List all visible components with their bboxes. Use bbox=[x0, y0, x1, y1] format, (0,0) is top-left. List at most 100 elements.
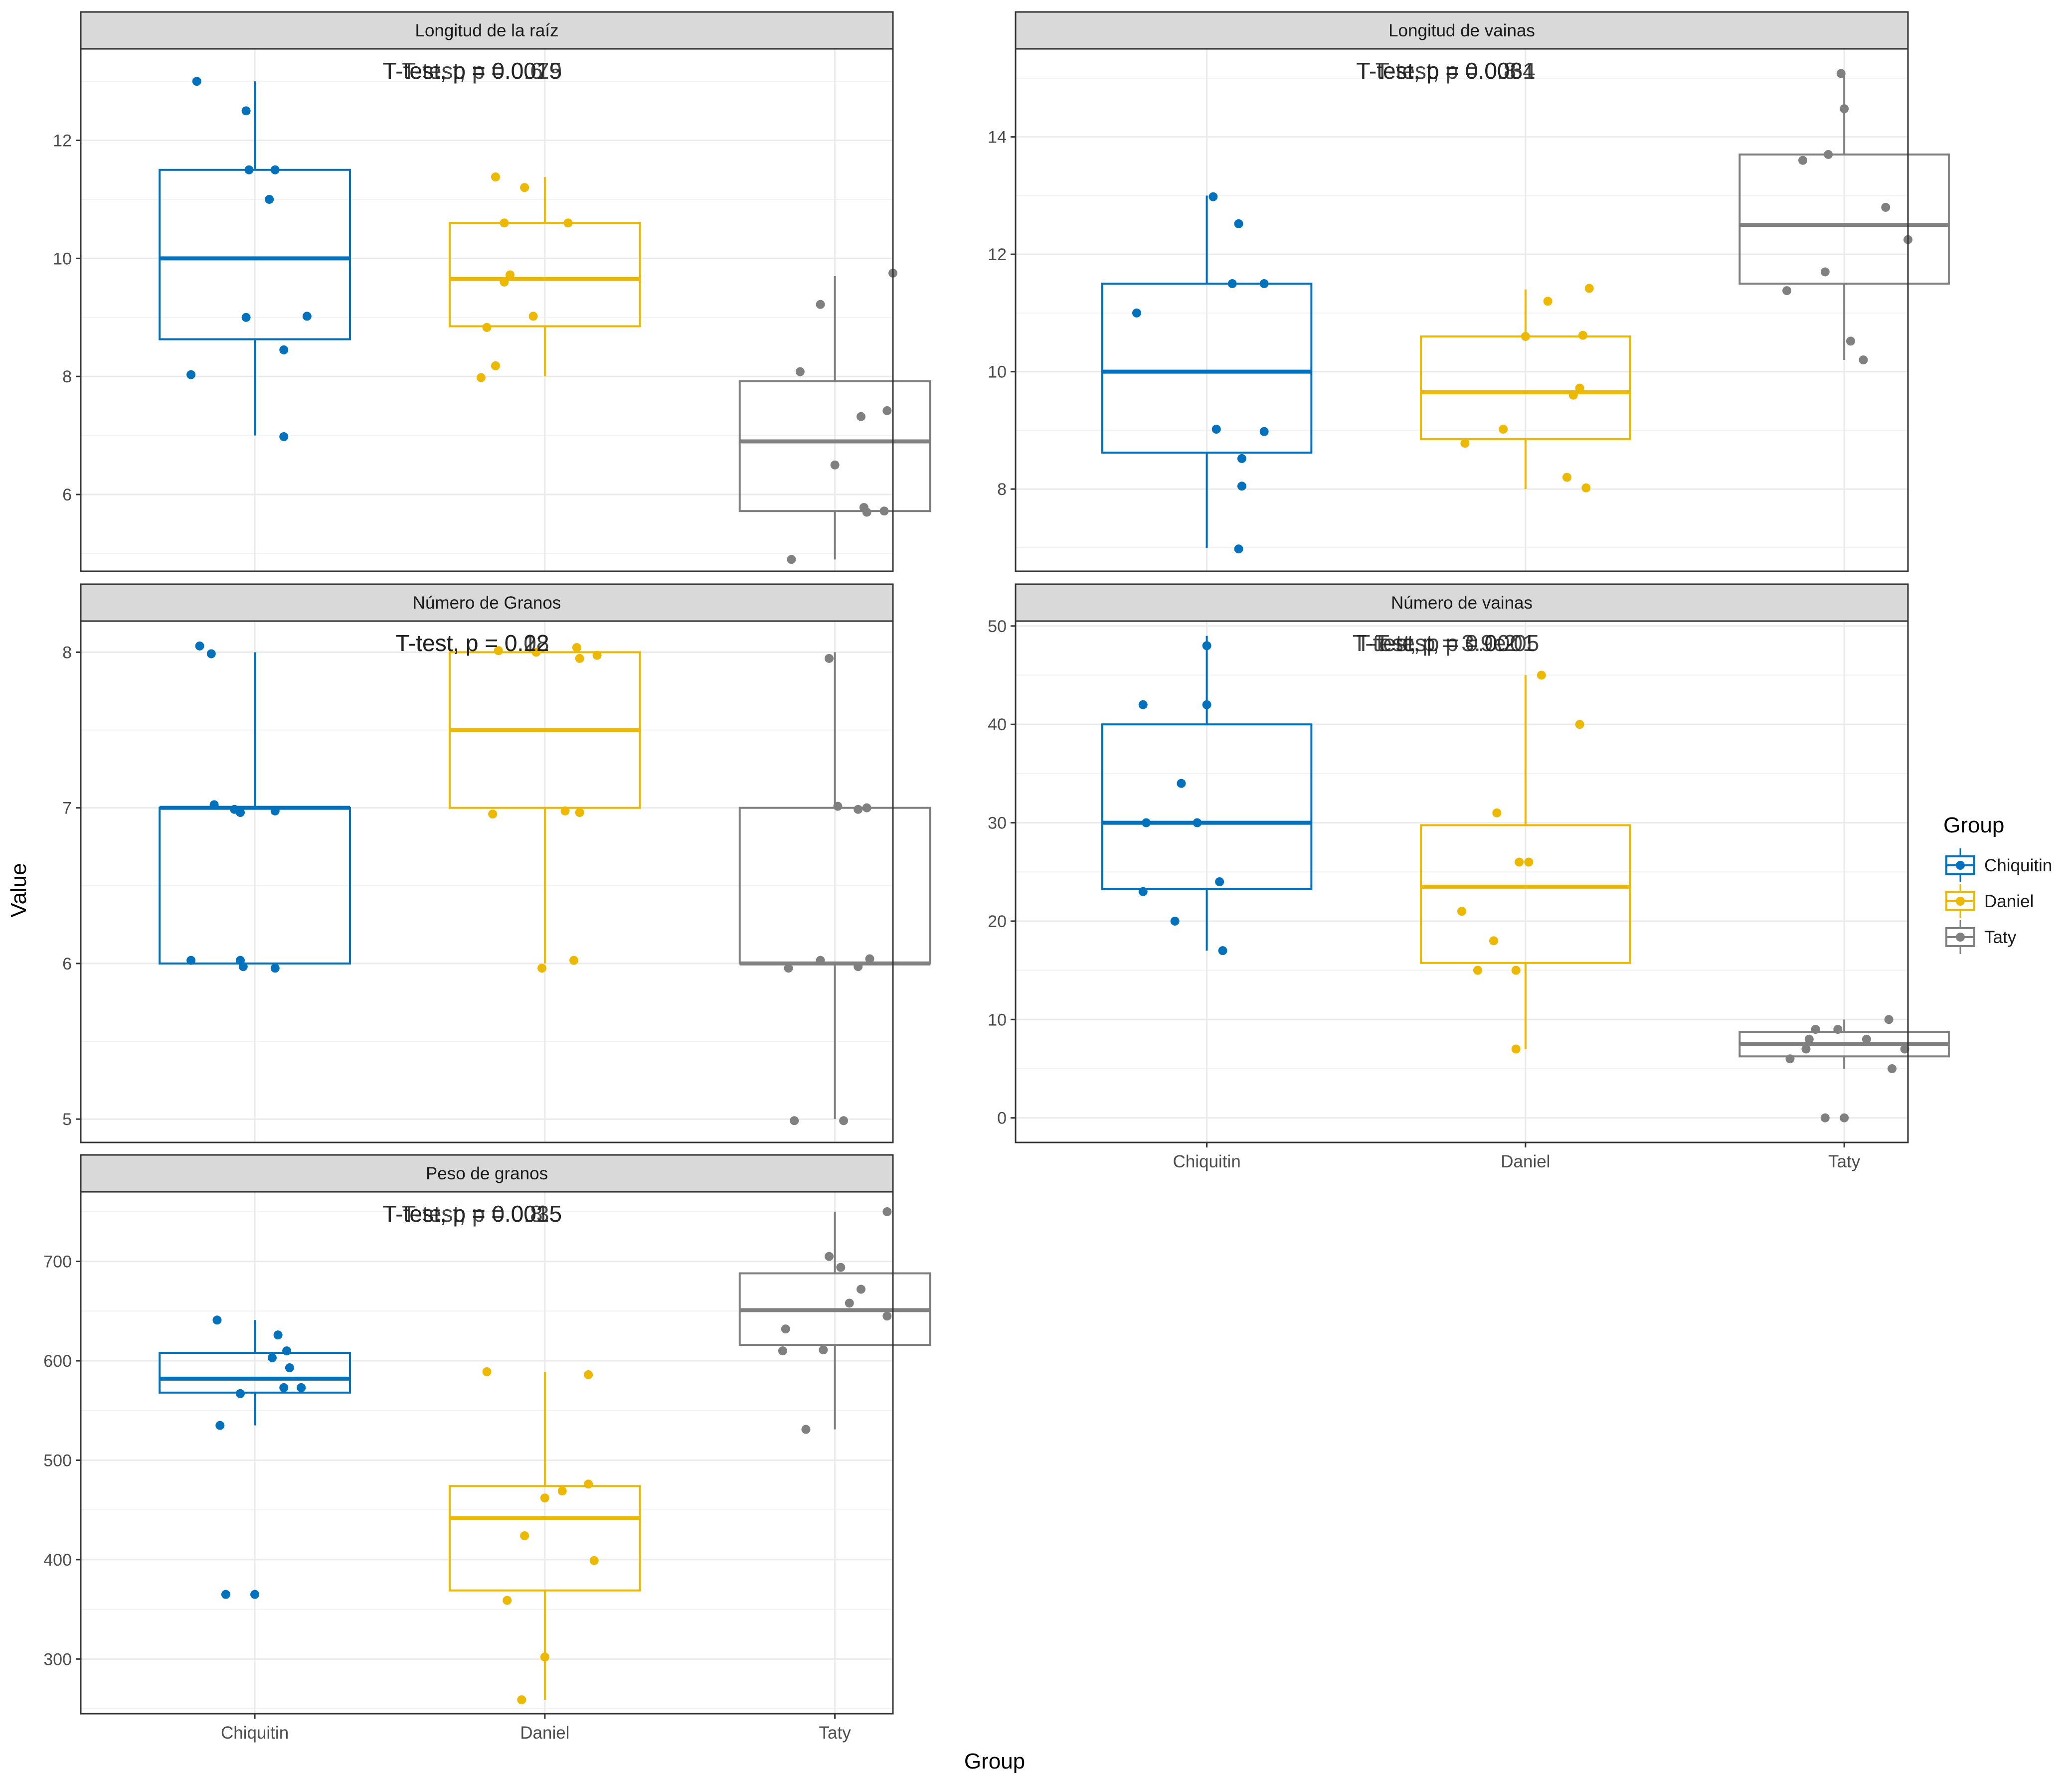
data-point-taty bbox=[1804, 1034, 1814, 1044]
box-daniel bbox=[1420, 824, 1631, 964]
data-point-taty bbox=[882, 406, 892, 415]
data-point-daniel bbox=[482, 323, 492, 332]
data-point-taty bbox=[1846, 336, 1855, 346]
data-point-taty bbox=[833, 802, 843, 811]
box-daniel bbox=[448, 1485, 641, 1592]
data-point-chiquitin bbox=[215, 1421, 225, 1430]
legend: Group Chiquitin Daniel Taty bbox=[1943, 813, 2052, 954]
p-value-annotation: T-test, p = 0.0015 bbox=[383, 1201, 562, 1227]
p-value-annotation: T-test, p = 0.0015 bbox=[383, 58, 562, 84]
legend-item-label: Taty bbox=[1984, 928, 2017, 947]
data-point-taty bbox=[1840, 104, 1849, 114]
data-point-taty bbox=[1820, 1113, 1830, 1123]
y-tick-label: 12 bbox=[988, 245, 1007, 264]
y-tick-label: 7 bbox=[62, 799, 72, 818]
legend-key-point bbox=[1956, 897, 1965, 906]
panel-border bbox=[80, 620, 894, 1143]
data-point-chiquitin bbox=[1138, 700, 1148, 709]
box-daniel bbox=[448, 222, 641, 327]
panel-longitud-de-vainas: Longitud de vainas 8 10 12 14 T-test, p = 0.0… bbox=[988, 11, 1950, 572]
panels: Longitud de la raíz 6 8 10 12 T-test, p = 0.0… bbox=[43, 11, 1950, 1743]
y-tick-label: 500 bbox=[43, 1451, 72, 1470]
data-point-daniel bbox=[503, 1596, 512, 1605]
data-point-chiquitin bbox=[1177, 779, 1186, 788]
data-point-taty bbox=[1836, 69, 1846, 78]
data-point-taty bbox=[1782, 286, 1792, 296]
p-value-annotation: T-test, p = 0.0079 bbox=[383, 58, 562, 84]
data-point-chiquitin bbox=[1215, 877, 1224, 886]
facet-strip-background bbox=[1015, 11, 1909, 50]
data-point-taty bbox=[816, 956, 825, 965]
data-point-chiquitin bbox=[212, 1315, 222, 1325]
data-point-taty bbox=[857, 412, 866, 421]
data-point-daniel bbox=[572, 643, 581, 652]
data-point-daniel bbox=[1460, 439, 1470, 448]
box-chiquitin bbox=[159, 1352, 351, 1394]
data-point-taty bbox=[857, 1285, 866, 1294]
p-value-annotation: T-test, p = 0.6 bbox=[402, 58, 543, 84]
data-point-daniel bbox=[1537, 670, 1546, 680]
facet-strip-background bbox=[1015, 583, 1909, 622]
p-value-annotation: T-test, p = 0.8 bbox=[1376, 58, 1517, 84]
data-point-daniel bbox=[1524, 857, 1534, 867]
data-point-daniel bbox=[560, 806, 570, 815]
x-tick-label: Daniel bbox=[1501, 1152, 1550, 1171]
data-point-daniel bbox=[1581, 483, 1591, 492]
data-point-chiquitin bbox=[186, 956, 196, 965]
data-point-daniel bbox=[589, 1556, 599, 1565]
panel-longitud-de-la-raiz: Longitud de la raíz 6 8 10 12 T-test, p = 0.0… bbox=[53, 11, 931, 572]
data-point-chiquitin bbox=[279, 1383, 289, 1392]
data-point-chiquitin bbox=[195, 641, 204, 650]
box-chiquitin bbox=[1101, 283, 1313, 454]
data-point-taty bbox=[790, 1116, 799, 1126]
plot-background bbox=[81, 621, 893, 1142]
box-taty bbox=[738, 380, 931, 512]
data-point-taty bbox=[854, 805, 863, 814]
data-point-daniel bbox=[1492, 808, 1502, 817]
legend-item-taty: Taty bbox=[1945, 920, 2017, 954]
data-point-taty bbox=[1820, 267, 1830, 277]
p-value-annotation: T-test, p = 0.0034 bbox=[1356, 58, 1535, 84]
data-point-daniel bbox=[494, 646, 503, 655]
plot-background bbox=[1016, 49, 1908, 571]
data-point-taty bbox=[795, 367, 805, 376]
data-point-chiquitin bbox=[235, 808, 245, 817]
data-point-taty bbox=[1900, 1044, 1909, 1054]
box-chiquitin bbox=[159, 168, 351, 340]
x-tick-label: Daniel bbox=[520, 1723, 569, 1743]
data-point-daniel bbox=[584, 1370, 593, 1379]
data-point-daniel bbox=[1575, 383, 1584, 393]
data-point-daniel bbox=[517, 1695, 526, 1705]
data-point-daniel bbox=[520, 183, 529, 192]
data-point-daniel bbox=[1511, 1044, 1521, 1054]
data-point-taty bbox=[830, 460, 840, 470]
legend-item-daniel: Daniel bbox=[1945, 884, 2034, 918]
data-point-taty bbox=[865, 954, 874, 964]
data-point-daniel bbox=[540, 1652, 549, 1662]
data-point-daniel bbox=[500, 277, 509, 287]
data-point-chiquitin bbox=[1193, 818, 1202, 827]
panel-numero-de-vainas: Número de vainas 0 10 20 30 40 50 T-test, p = 0… bbox=[988, 583, 1950, 1171]
data-point-chiquitin bbox=[1234, 219, 1243, 228]
y-tick-label: 6 bbox=[62, 955, 72, 973]
box-chiquitin bbox=[1101, 723, 1313, 890]
data-point-daniel bbox=[1562, 473, 1571, 482]
legend-title: Group bbox=[1943, 813, 2004, 837]
legend-item-label: Chiquitin bbox=[1984, 856, 2052, 875]
data-point-chiquitin bbox=[285, 1363, 294, 1372]
data-point-chiquitin bbox=[265, 194, 274, 204]
data-point-taty bbox=[1785, 1054, 1795, 1064]
data-point-chiquitin bbox=[1227, 279, 1237, 289]
x-tick-label: Chiquitin bbox=[221, 1723, 289, 1743]
data-point-daniel bbox=[1578, 330, 1587, 340]
data-point-daniel bbox=[476, 373, 486, 382]
y-tick-label: 600 bbox=[43, 1352, 72, 1371]
facet-strip-background bbox=[80, 1154, 894, 1193]
data-point-daniel bbox=[540, 1493, 549, 1503]
data-point-chiquitin bbox=[250, 1590, 260, 1599]
data-point-chiquitin bbox=[244, 165, 254, 174]
data-point-chiquitin bbox=[241, 106, 251, 116]
legend-key-point bbox=[1956, 933, 1965, 942]
box-daniel bbox=[1420, 335, 1631, 441]
data-point-chiquitin bbox=[221, 1590, 230, 1599]
